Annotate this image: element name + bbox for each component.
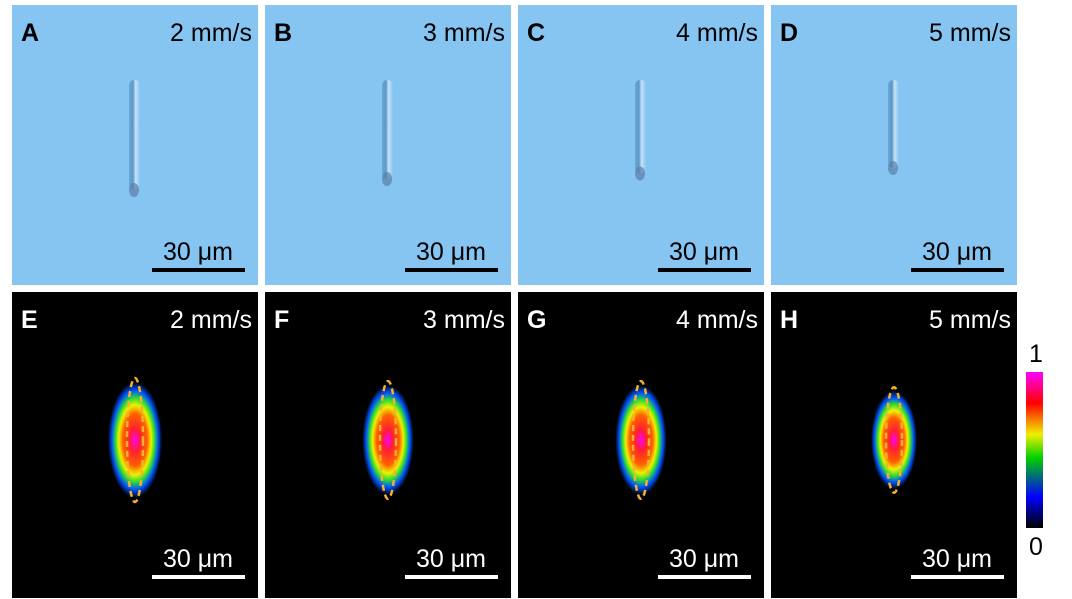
colorbar <box>1026 372 1043 528</box>
colorbar-max: 1 <box>1029 340 1043 368</box>
fit-outline <box>884 386 904 494</box>
intensity-spot <box>108 382 162 498</box>
laser-streak <box>129 80 140 190</box>
scale-bar-label: 30 μm <box>922 545 992 573</box>
scale-bar-label: 30 μm <box>669 545 739 573</box>
laser-streak <box>635 80 646 174</box>
scale-bar-label: 30 μm <box>922 238 992 266</box>
speed-label: 5 mm/s <box>929 306 1011 334</box>
streak-tip <box>635 166 645 181</box>
colorbar-min: 0 <box>1029 533 1043 561</box>
streak-tip <box>888 161 898 175</box>
speed-label: 4 mm/s <box>676 306 758 334</box>
speed-label: 2 mm/s <box>170 19 252 47</box>
scale-bar-label: 30 μm <box>416 238 486 266</box>
scale-bar-label: 30 μm <box>669 238 739 266</box>
fit-outline <box>631 379 651 501</box>
speed-label: 3 mm/s <box>423 306 505 334</box>
streak-tip <box>382 172 392 186</box>
panel-letter: D <box>780 19 798 47</box>
panel-letter: C <box>527 19 545 47</box>
intensity-spot <box>871 390 917 490</box>
panel-letter: G <box>527 306 546 334</box>
streak-tip <box>129 183 139 197</box>
intensity-spot <box>362 384 414 496</box>
scale-bar-label: 30 μm <box>416 545 486 573</box>
scale-bar-label: 30 μm <box>163 545 233 573</box>
panel-letter: E <box>21 306 38 334</box>
fit-outline <box>378 379 398 501</box>
speed-label: 2 mm/s <box>170 306 252 334</box>
speed-label: 5 mm/s <box>929 19 1011 47</box>
panel-letter: F <box>274 306 289 334</box>
panel-letter: B <box>274 19 292 47</box>
laser-streak <box>888 80 899 168</box>
speed-label: 4 mm/s <box>676 19 758 47</box>
intensity-spot <box>615 384 667 496</box>
panel-letter: A <box>21 19 39 47</box>
laser-streak <box>382 80 393 179</box>
fit-outline <box>125 376 145 504</box>
speed-label: 3 mm/s <box>423 19 505 47</box>
panel-letter: H <box>780 306 798 334</box>
scale-bar-label: 30 μm <box>163 238 233 266</box>
